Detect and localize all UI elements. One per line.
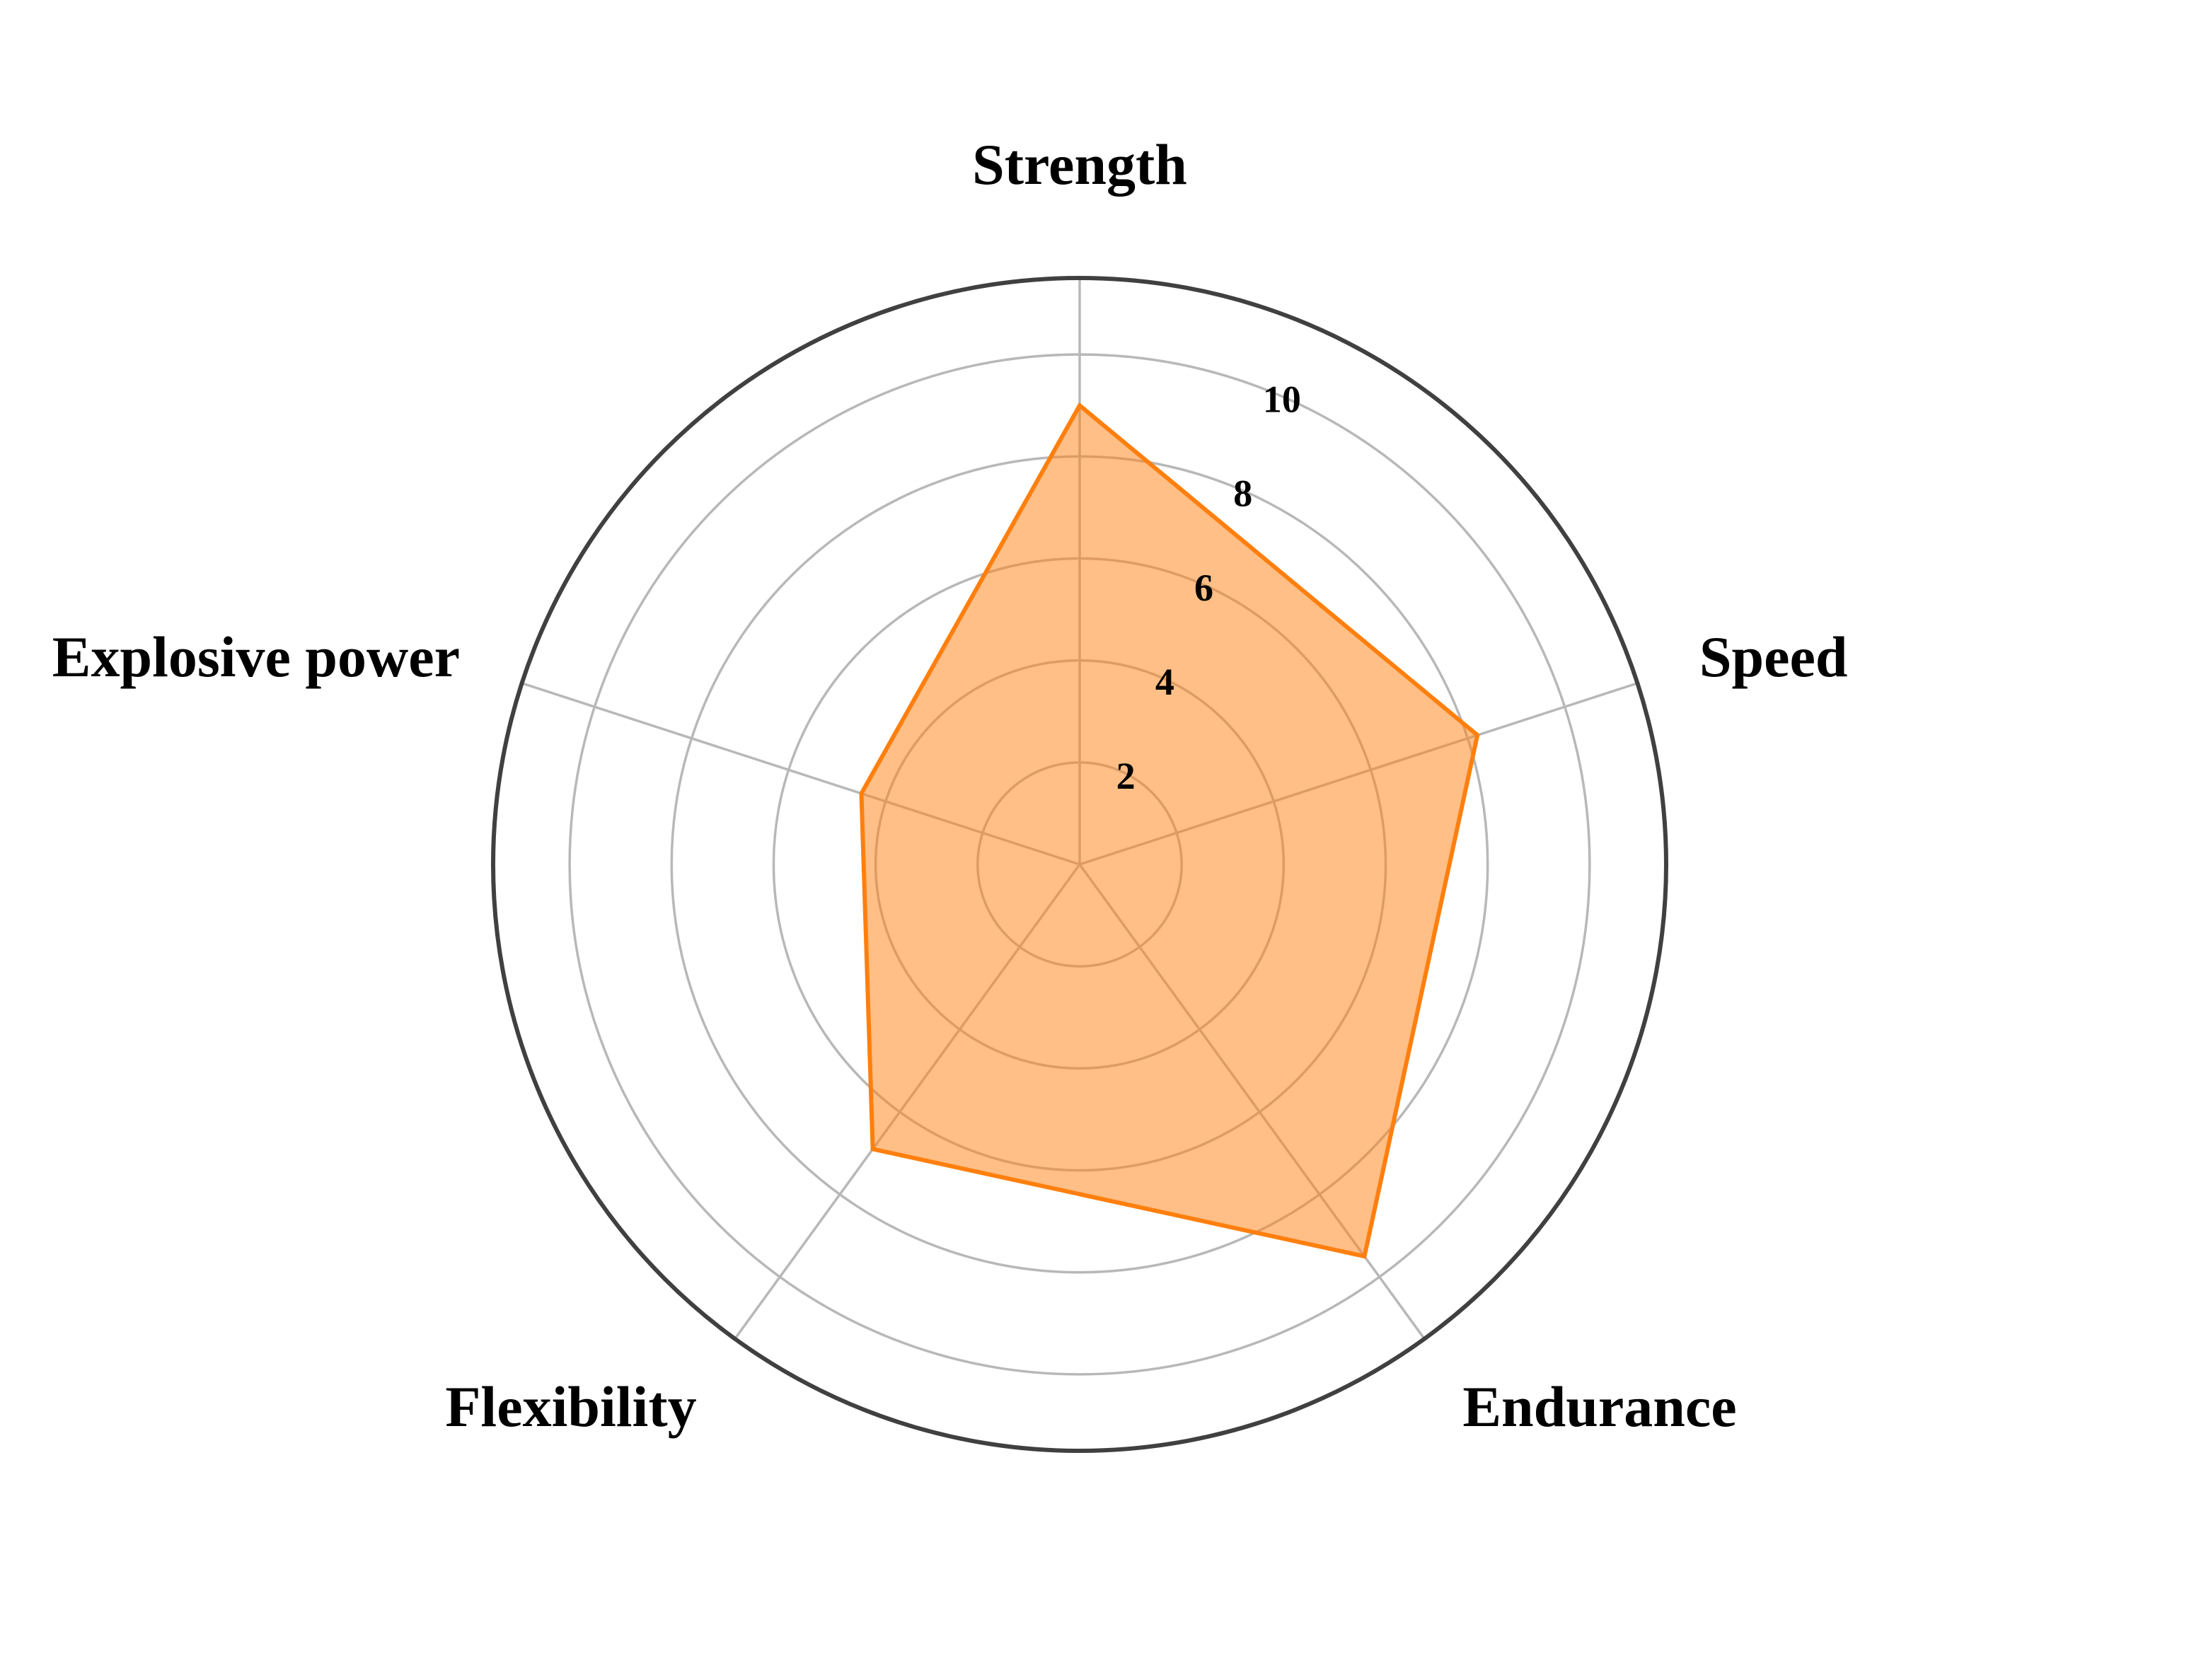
axis-label-speed: Speed (1699, 625, 1848, 689)
outer-frame-circle (491, 276, 1668, 1453)
axis-label-explosive-power: Explosive power (52, 625, 460, 689)
tick-label-4: 4 (1155, 661, 1174, 703)
tick-label-6: 6 (1194, 567, 1213, 609)
axis-label-endurance: Endurance (1462, 1374, 1736, 1439)
tick-label-10: 10 (1263, 378, 1301, 420)
tick-label-2: 2 (1116, 755, 1136, 797)
axis-labels: Strength Speed Endurance Flexibility Explosi… (52, 132, 1848, 1439)
tick-label-8: 8 (1233, 473, 1252, 515)
radar-data (859, 402, 1480, 1259)
axis-label-flexibility: Flexibility (445, 1374, 696, 1439)
radial-tick-labels: 2 4 6 8 10 (1116, 378, 1301, 797)
radar-frame (491, 276, 1668, 1453)
axis-label-strength: Strength (972, 132, 1187, 197)
series-area-0 (859, 402, 1480, 1259)
